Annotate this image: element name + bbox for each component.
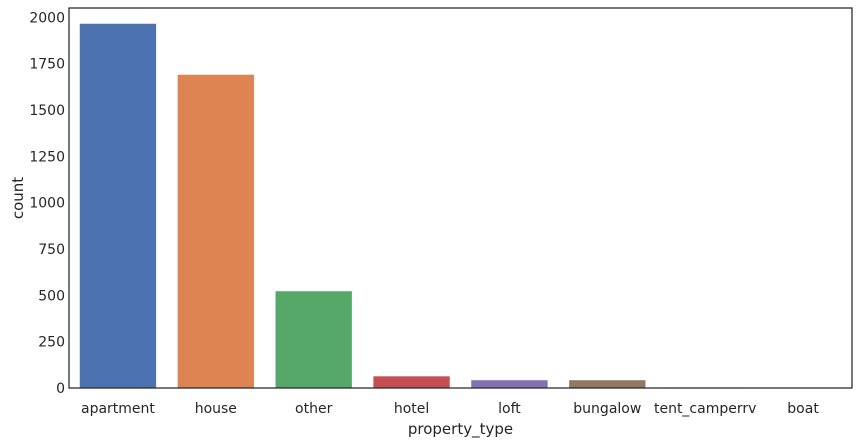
x-tick-label: bungalow xyxy=(573,401,641,417)
y-tick-label: 1250 xyxy=(29,149,65,165)
y-tick-label: 750 xyxy=(38,242,65,258)
plot-frame xyxy=(68,7,853,389)
y-axis-ticks: 0 250 500 750 1000 1250 1500 1750 2000 xyxy=(29,10,65,397)
y-tick-label: 1750 xyxy=(29,57,65,73)
y-tick-label: 250 xyxy=(38,335,65,351)
y-axis-label: count xyxy=(9,177,27,219)
x-axis-ticks: apartment house other hotel loft bungalow tent… xyxy=(81,401,819,417)
bar-hotel xyxy=(373,376,450,388)
y-tick-label: 1000 xyxy=(29,196,65,212)
y-tick-label: 500 xyxy=(38,288,65,304)
bar-house xyxy=(177,74,254,389)
bar-loft xyxy=(471,380,548,388)
x-tick-label: hotel xyxy=(394,401,429,417)
x-axis-label: property_type xyxy=(408,420,513,439)
bar-other xyxy=(275,291,352,388)
bars xyxy=(79,23,842,389)
x-tick-label: apartment xyxy=(81,401,155,417)
x-tick-label: house xyxy=(195,401,237,417)
y-tick-label: 2000 xyxy=(29,10,65,26)
x-tick-label: tent_camperrv xyxy=(654,401,756,417)
y-tick-label: 0 xyxy=(56,381,65,397)
bar-bungalow xyxy=(569,380,646,388)
x-tick-label: other xyxy=(295,401,333,417)
x-tick-label: boat xyxy=(787,401,819,417)
x-tick-label: loft xyxy=(498,401,521,417)
y-tick-label: 1500 xyxy=(29,103,65,119)
bar-apartment xyxy=(79,23,157,388)
